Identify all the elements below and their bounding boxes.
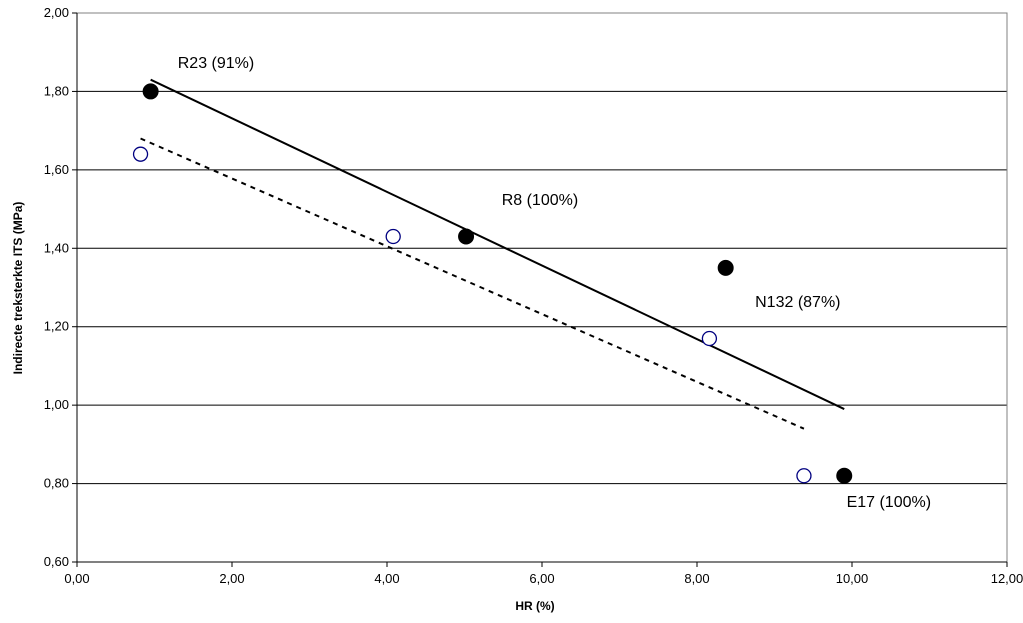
x-tick-label: 8,00 [684, 571, 709, 586]
tick-labels: 0,60 0,80 1,00 1,20 1,40 1,60 1,80 2,00 0,00 2,00… [44, 5, 1023, 586]
y-axis-title: Indirecte treksterkte ITS (MPa) [11, 202, 25, 375]
point-annotation: R8 (100%) [502, 192, 578, 209]
x-tick-label: 2,00 [219, 571, 244, 586]
data-point-open [701, 330, 718, 347]
y-tick-label: 1,40 [44, 240, 69, 255]
point-annotation: E17 (100%) [847, 494, 932, 511]
x-tick-label: 6,00 [529, 571, 554, 586]
y-tick-label: 2,00 [44, 5, 69, 20]
data-points [132, 83, 853, 484]
data-point-open [796, 468, 812, 484]
x-tick-label: 10,00 [836, 571, 869, 586]
point-annotation: N132 (87%) [755, 294, 840, 311]
trendline-dashed [140, 137, 805, 430]
data-point-open [132, 146, 149, 162]
data-point-filled [458, 228, 475, 245]
y-tick-label: 1,20 [44, 319, 69, 334]
data-point-filled [836, 467, 853, 484]
x-tick-label: 4,00 [374, 571, 399, 586]
x-axis-title: HR (%) [515, 599, 554, 613]
y-tick-label: 1,60 [44, 162, 69, 177]
y-tick-label: 0,80 [44, 476, 69, 491]
annotations: R23 (91%) R8 (100%) N132 (87%) E17 (100%) [178, 55, 931, 511]
y-tick-label: 1,00 [44, 397, 69, 412]
data-point-open [385, 228, 401, 245]
trendlines [140, 78, 845, 430]
trendline-solid [150, 78, 845, 410]
point-annotation: R23 (91%) [178, 55, 254, 72]
y-tick-label: 0,60 [44, 554, 69, 569]
plot-area-border [76, 12, 1008, 563]
data-point-filled [142, 83, 159, 100]
y-tick-label: 1,80 [44, 83, 69, 98]
x-tick-label: 12,00 [991, 571, 1023, 586]
data-point-filled [717, 259, 734, 276]
x-tick-label: 0,00 [64, 571, 89, 586]
axes [72, 12, 1008, 567]
gridlines [77, 90, 1007, 485]
